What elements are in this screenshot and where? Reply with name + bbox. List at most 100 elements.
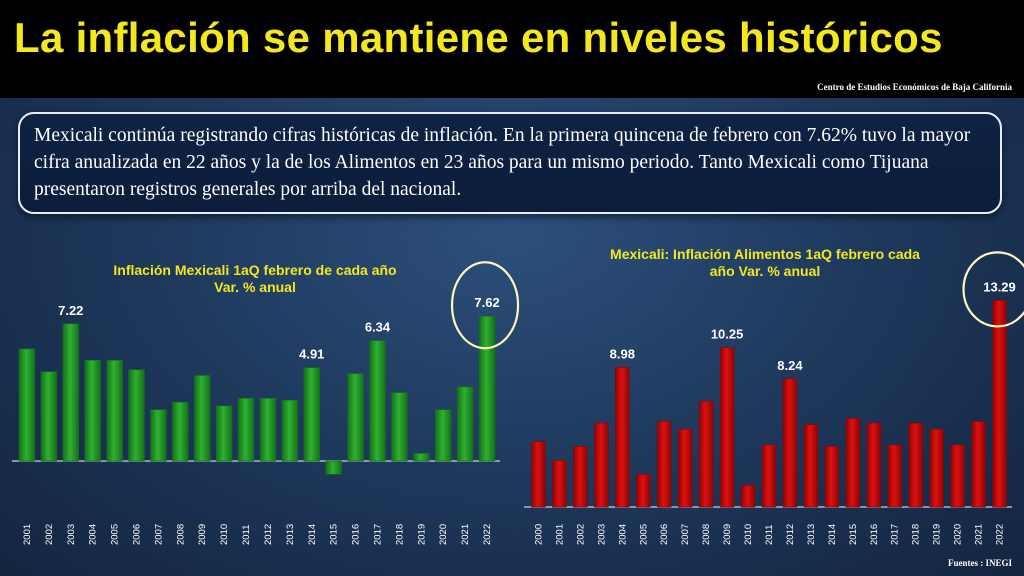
- left-chart-title-line-1: Inflación Mexicali 1aQ febrero de cada a…: [113, 262, 397, 278]
- right-chart-bar-2001: [552, 460, 567, 508]
- right-chart-title: Mexicali: Inflación Alimentos 1aQ febrer…: [555, 246, 975, 280]
- right-chart-bar-2002: [573, 446, 588, 508]
- left-chart-bar-2021: [456, 386, 474, 462]
- right-chart-bar-2006: [657, 421, 672, 508]
- left-chart-bar-2003: [62, 323, 79, 462]
- right-chart-tick-2017: 2017: [890, 524, 901, 545]
- right-chart-bar-2004: [615, 367, 630, 508]
- right-chart-tick-2007: 2007: [680, 524, 691, 545]
- right-chart-bar-2019: [929, 428, 944, 508]
- right-chart-tick-2008: 2008: [701, 524, 712, 545]
- right-chart-bar-2018: [908, 422, 923, 508]
- right-chart-data-label-2012: 8.24: [777, 358, 803, 373]
- left-chart-tick-2011: 2011: [241, 525, 252, 545]
- right-chart-tick-2019: 2019: [932, 524, 943, 545]
- left-chart-highlight-circle: [450, 261, 520, 350]
- left-chart-bar-2017: [369, 340, 386, 462]
- left-chart-bar-2004: [84, 359, 101, 462]
- left-chart-bar-2012: [259, 397, 277, 462]
- right-chart-title-line-1: Mexicali: Inflación Alimentos 1aQ febrer…: [610, 246, 920, 262]
- right-chart-bar-2010: [740, 484, 756, 508]
- right-chart-tick-2000: 2000: [533, 524, 544, 545]
- right-chart-bar-2000: [531, 441, 546, 508]
- left-chart-tick-2007: 2007: [153, 524, 164, 545]
- right-chart-tick-2013: 2013: [806, 524, 817, 545]
- title-bar: La inflación se mantiene en niveles hist…: [0, 0, 1024, 98]
- left-chart-tick-2013: 2013: [285, 524, 296, 545]
- source-credit: Centro de Estudios Económicos de Baja Ca…: [817, 82, 1012, 92]
- right-chart-bar-2009: [719, 347, 735, 508]
- right-chart-tick-2002: 2002: [575, 524, 586, 545]
- summary-text: Mexicali continúa registrando cifras his…: [34, 125, 971, 200]
- right-chart-bar-2005: [636, 474, 651, 508]
- right-chart-tick-2015: 2015: [848, 524, 859, 545]
- left-chart-bar-2007: [150, 409, 167, 462]
- left-chart-tick-2001: 2001: [22, 524, 33, 545]
- right-chart-tick-2001: 2001: [554, 524, 565, 545]
- left-chart-data-label-2003: 7.22: [58, 303, 83, 318]
- left-chart-tick-2005: 2005: [110, 524, 121, 545]
- left-chart-bar-2015: [325, 460, 342, 475]
- right-chart-tick-2014: 2014: [827, 524, 838, 545]
- right-chart-tick-2003: 2003: [596, 524, 607, 545]
- left-chart-bar-2020: [435, 409, 452, 462]
- left-chart-bar-2022: [478, 315, 496, 462]
- right-chart-bar-2012: [782, 378, 798, 508]
- left-chart-tick-2009: 2009: [197, 524, 208, 545]
- right-chart-tick-2020: 2020: [953, 524, 964, 545]
- left-chart-tick-2008: 2008: [175, 524, 186, 545]
- right-chart-bar-2015: [845, 418, 861, 508]
- left-chart-title-line-2: Var. % anual: [214, 279, 296, 295]
- left-chart-bar-2018: [391, 392, 408, 462]
- left-chart-tick-2010: 2010: [219, 524, 230, 545]
- right-chart-tick-2022: 2022: [995, 524, 1006, 545]
- left-chart-tick-2006: 2006: [132, 524, 143, 545]
- page-title: La inflación se mantiene en niveles hist…: [14, 14, 943, 61]
- left-chart-bar-2009: [194, 375, 211, 462]
- left-chart-bar-2002: [40, 371, 58, 462]
- right-chart-highlight-circle: [962, 251, 1024, 328]
- right-chart-bar-2011: [761, 444, 777, 508]
- left-chart-tick-2003: 2003: [66, 524, 77, 545]
- left-chart-data-label-2017: 6.34: [365, 320, 391, 335]
- left-chart-tick-2018: 2018: [394, 524, 405, 545]
- left-chart-bar-2008: [172, 401, 189, 462]
- left-chart-bar-2013: [281, 399, 299, 462]
- right-chart-tick-2010: 2010: [743, 524, 754, 545]
- left-chart-bar-2010: [215, 405, 233, 462]
- right-chart-tick-2004: 2004: [617, 524, 628, 545]
- right-chart-bar-2013: [803, 424, 819, 508]
- left-chart-tick-2002: 2002: [44, 524, 55, 545]
- left-chart-tick-2016: 2016: [351, 524, 362, 545]
- data-source: Fuentes : INEGI: [947, 558, 1012, 568]
- left-chart-data-label-2022: 7.62: [474, 295, 499, 310]
- left-chart-tick-2015: 2015: [329, 524, 340, 545]
- left-chart-tick-2017: 2017: [373, 524, 384, 545]
- left-chart-bar-2001: [18, 348, 36, 462]
- left-chart-tick-2014: 2014: [307, 524, 318, 545]
- right-chart-tick-2012: 2012: [785, 524, 796, 545]
- right-chart-bar-2020: [950, 444, 965, 508]
- right-chart-bar-2008: [698, 400, 714, 508]
- right-chart-bar-2016: [866, 422, 881, 508]
- right-chart-title-line-2: año Var. % anual: [709, 263, 821, 279]
- left-chart-bar-2014: [303, 367, 320, 462]
- right-chart-tick-2005: 2005: [638, 524, 649, 545]
- right-chart-tick-2016: 2016: [869, 524, 880, 545]
- right-chart-tick-2011: 2011: [764, 525, 775, 545]
- right-chart-bar-2022: [992, 300, 1007, 508]
- right-chart-tick-2018: 2018: [911, 524, 922, 545]
- right-chart-data-label-2022: 13.29: [983, 279, 1016, 294]
- left-chart-tick-2021: 2021: [460, 524, 471, 545]
- left-chart-title: Inflación Mexicali 1aQ febrero de cada a…: [40, 262, 470, 296]
- right-chart-tick-2021: 2021: [974, 524, 985, 545]
- left-chart-bar-2011: [237, 397, 255, 462]
- right-chart-bar-2014: [824, 446, 840, 508]
- left-chart-tick-2012: 2012: [263, 524, 274, 545]
- left-chart-bar-2016: [347, 373, 364, 462]
- left-chart-data-label-2014: 4.91: [299, 347, 324, 362]
- left-chart-tick-2022: 2022: [482, 524, 493, 545]
- right-chart-data-label-2009: 10.25: [711, 327, 744, 342]
